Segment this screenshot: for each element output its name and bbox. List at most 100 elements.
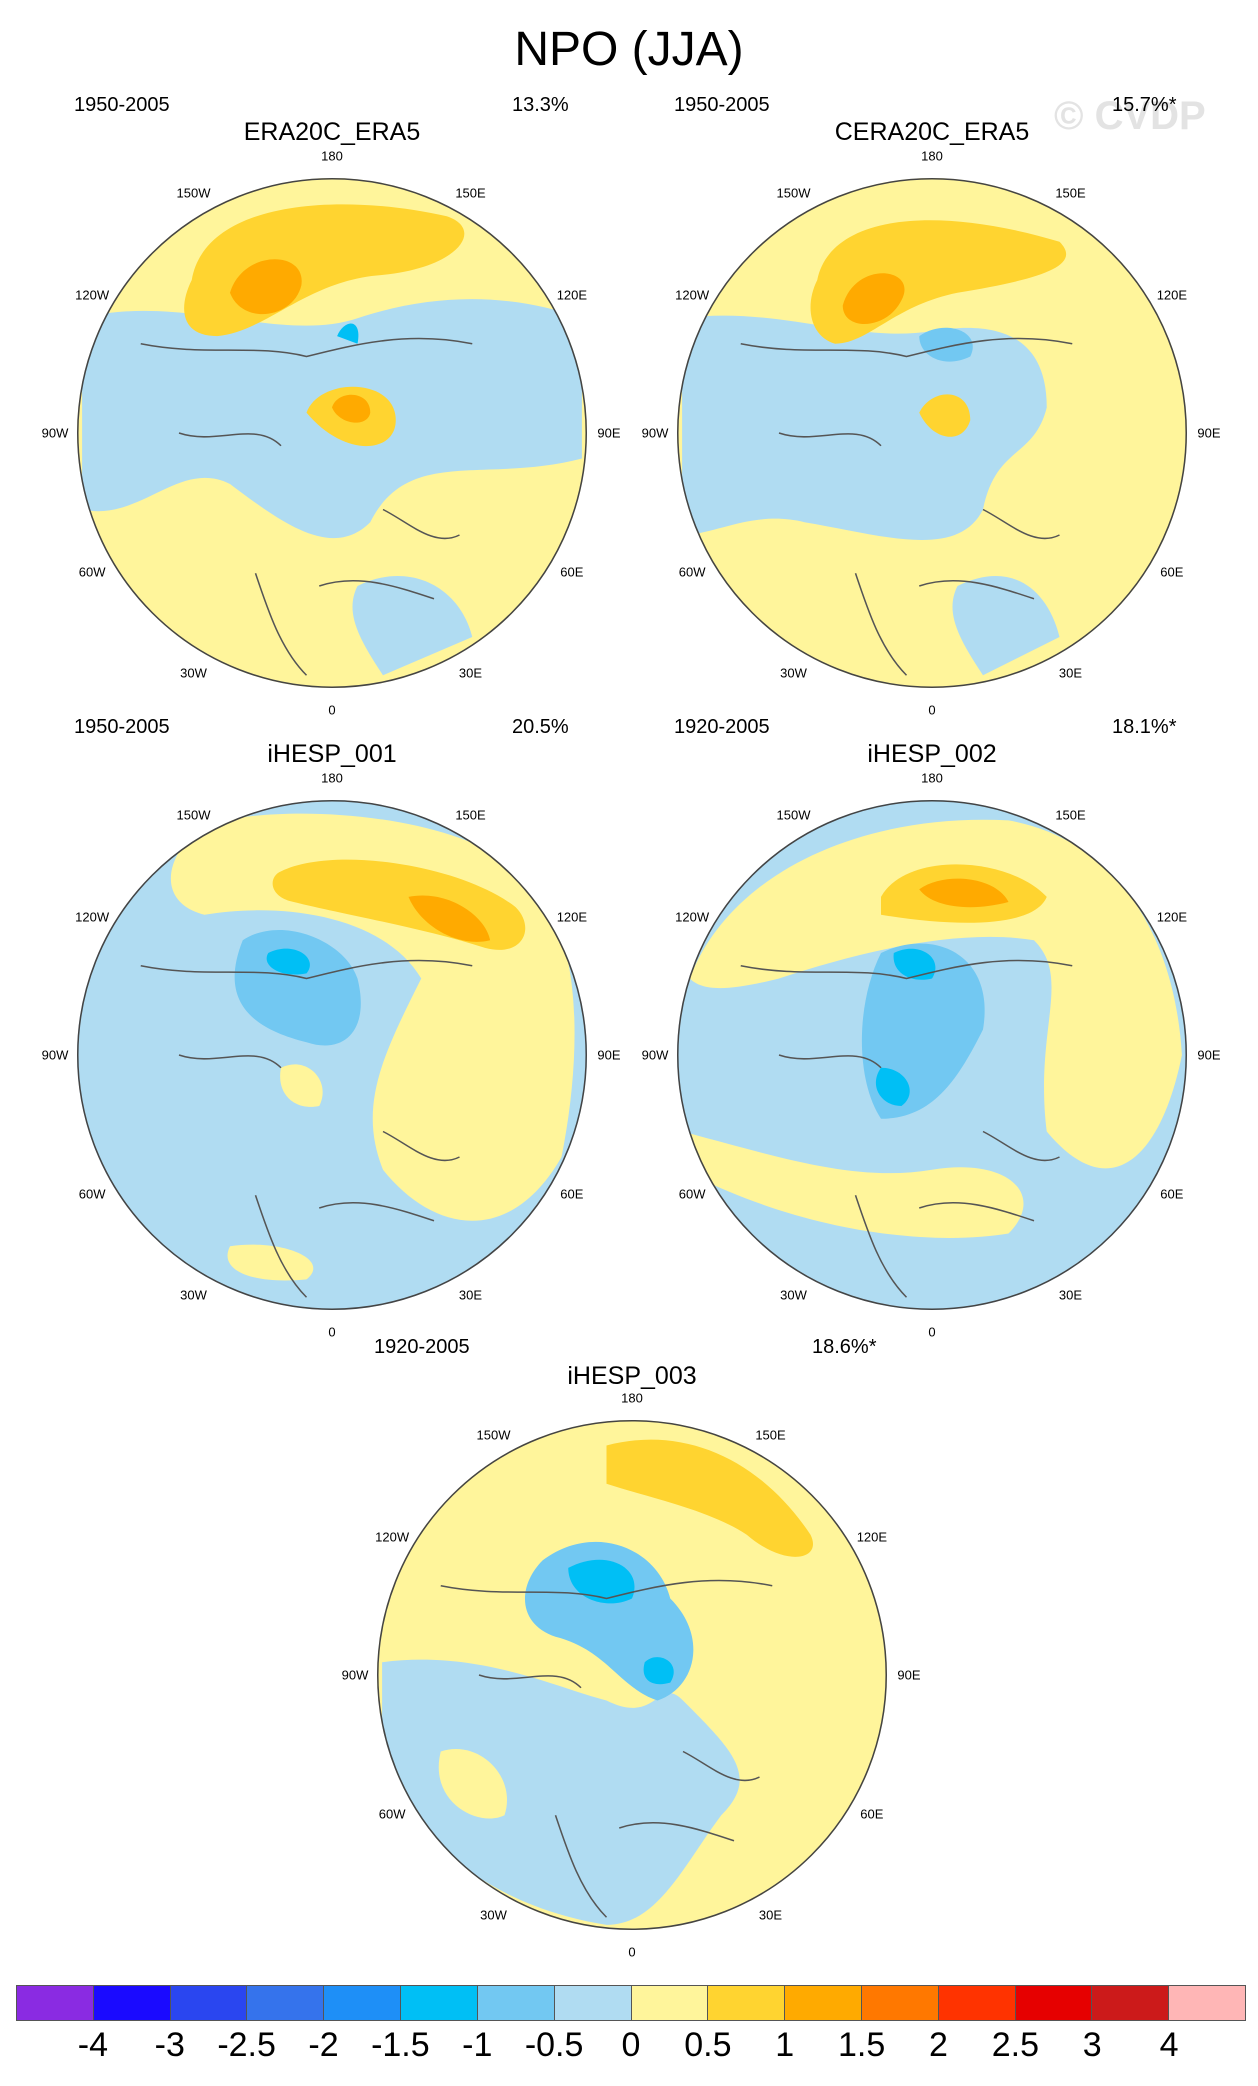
longitude-label: 150W [176, 185, 211, 201]
longitude-label: 30W [780, 665, 807, 681]
longitude-label: 0 [928, 1324, 936, 1340]
longitude-label: 150W [176, 807, 211, 823]
polar-map [677, 800, 1187, 1310]
longitude-label: 120W [375, 1529, 410, 1544]
longitude-label: 60W [378, 1806, 406, 1821]
longitude-label: 180 [321, 770, 343, 786]
panel-years: 1920-2005 [374, 1336, 470, 1358]
colorbar-tick-label: 1 [775, 2026, 795, 2064]
polar-map [77, 178, 587, 688]
contour-region [230, 259, 302, 315]
longitude-label: 120W [75, 909, 110, 924]
contour-region [919, 327, 973, 362]
longitude-label: 90W [41, 425, 69, 441]
colorbar-tick-label: -2.5 [217, 2026, 276, 2064]
longitude-label: 90W [41, 1047, 69, 1063]
longitude-label: 120W [675, 909, 710, 924]
longitude-label: 90E [1197, 425, 1221, 441]
contour-region [606, 1439, 814, 1557]
contour-region [875, 1067, 910, 1106]
colorbar-tick-label: 2.5 [991, 2026, 1040, 2064]
colorbar-swatch [93, 1986, 171, 2020]
colorbar-swatch [708, 1986, 786, 2020]
longitude-label: 120W [75, 287, 110, 302]
contour-region [227, 1244, 314, 1281]
contour-region [682, 1131, 1024, 1238]
longitude-label: 90W [341, 1667, 369, 1683]
longitude-label: 150W [776, 807, 811, 823]
contour-region [643, 1657, 674, 1685]
colorbar-swatch [170, 1986, 248, 2020]
map-boundary [377, 1420, 887, 1930]
colorbar-swatch [631, 1986, 709, 2020]
polar-map [677, 178, 1187, 688]
contour-region [919, 394, 971, 437]
colorbar-tick-label: -0.5 [524, 2026, 584, 2064]
coastlines [740, 337, 1073, 676]
longitude-label: 150E [1055, 807, 1086, 823]
colorbar-tick-label: -1 [462, 2026, 493, 2064]
contour-region [682, 315, 1047, 541]
longitude-label: 90E [597, 425, 621, 441]
map-boundary [677, 800, 1187, 1310]
colorbar-swatch [477, 1986, 555, 2020]
longitude-label: 90E [1197, 1047, 1221, 1063]
longitude-label: 0 [328, 702, 336, 718]
colorbar-swatch [1169, 1986, 1245, 2020]
panel-years: 1920-2005 [674, 716, 770, 738]
panel-title: iHESP_002 [867, 740, 997, 768]
longitude-label: 120E [556, 287, 588, 302]
colorbar-swatch [554, 1986, 632, 2020]
colorbar-swatch [1092, 1986, 1170, 2020]
panel-years: 1950-2005 [74, 94, 170, 116]
panel-title: iHESP_001 [267, 740, 397, 768]
contour-region [438, 1748, 508, 1819]
colorbar-tick-label: 4 [1159, 2026, 1179, 2064]
colorbar-tick-label: 3 [1082, 2026, 1102, 2064]
contour-region [280, 1064, 323, 1107]
contour-region [382, 1659, 740, 1925]
longitude-label: 30E [458, 1287, 483, 1303]
contour-region [952, 575, 1060, 676]
colorbar-tick-label: -1.5 [371, 2026, 430, 2064]
contour-region [842, 273, 905, 325]
contour-region [234, 929, 361, 1046]
longitude-label: 60W [78, 1186, 106, 1201]
longitude-label: 0 [928, 702, 936, 718]
contour-region [337, 323, 359, 344]
contour-region [893, 948, 936, 980]
longitude-label: 60W [678, 1186, 706, 1201]
colorbar-swatch [17, 1986, 94, 2020]
longitude-label: 150E [1055, 185, 1086, 201]
longitude-label: 180 [921, 770, 943, 786]
longitude-label: 180 [321, 148, 343, 164]
watermark-logo: © CVDP [1054, 94, 1206, 138]
longitude-label: 0 [328, 1324, 336, 1340]
polar-map [377, 1420, 887, 1930]
colorbar-tick-label: -4 [77, 2026, 108, 2064]
contour-region [332, 394, 371, 423]
colorbar-swatch [1015, 1986, 1093, 2020]
longitude-label: 30W [180, 1287, 207, 1303]
longitude-label: 0 [628, 1944, 636, 1960]
longitude-label: 120E [556, 909, 588, 924]
longitude-label: 120E [856, 1529, 888, 1544]
colorbar-swatch [324, 1986, 402, 2020]
colorbar-swatch [401, 1986, 478, 2020]
colorbar-tick-label: 2 [929, 2026, 948, 2064]
longitude-label: 120E [1156, 909, 1188, 924]
contour-region [266, 948, 310, 975]
colorbar-tick-label: -3 [154, 2026, 185, 2064]
longitude-label: 120E [1156, 287, 1188, 302]
longitude-label: 60W [78, 564, 106, 579]
longitude-label: 150E [455, 185, 486, 201]
longitude-label: 30W [480, 1907, 507, 1923]
longitude-label: 60E [1160, 1186, 1184, 1201]
longitude-label: 60E [1160, 564, 1184, 579]
panel-variance-pct: 18.1%* [1112, 716, 1177, 738]
colorbar-swatch [785, 1986, 862, 2020]
longitude-label: 90W [641, 425, 669, 441]
longitude-label: 90W [641, 1047, 669, 1063]
colorbar-tick-label: 1.5 [837, 2026, 886, 2064]
longitude-label: 60E [560, 564, 584, 579]
